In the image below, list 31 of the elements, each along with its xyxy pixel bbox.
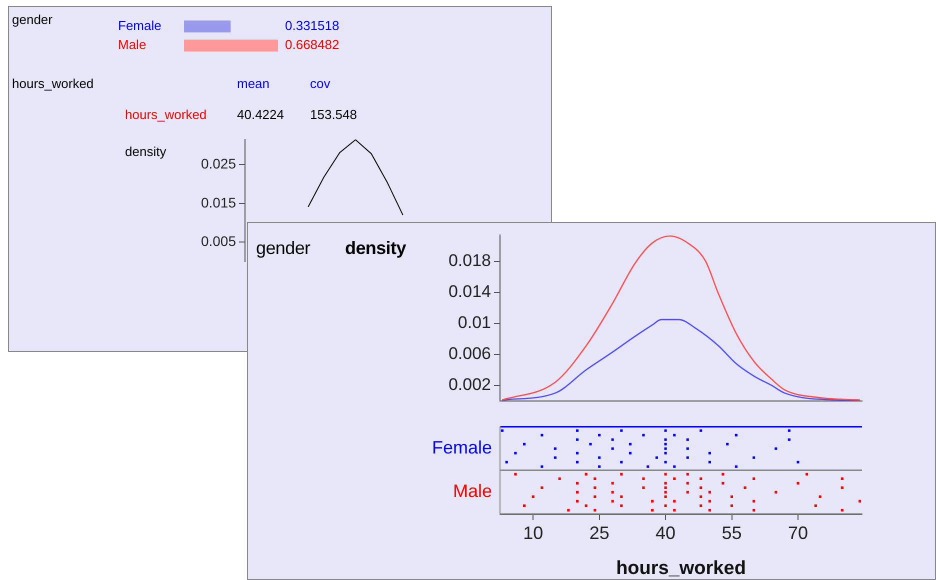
y-tick-label: 0.018 [448, 251, 491, 270]
y-tick-label: 0.014 [448, 282, 491, 302]
y-tick-label: 0.002 [448, 375, 491, 394]
text: hours_worked [12, 76, 94, 91]
x-tick-label: 55 [722, 522, 742, 543]
line-series [502, 235, 860, 401]
y-tick-label: 0.006 [448, 344, 491, 364]
y-tick-label: 0.025 [200, 155, 236, 172]
x-axis-title: hours_worked [616, 558, 746, 579]
y-axis-title: gender [12, 12, 52, 27]
text: 40.4224 [237, 107, 284, 122]
y-tick-label: Male [452, 481, 492, 502]
y-tick-label: Male [118, 37, 146, 52]
x-tick-label: 25 [589, 522, 610, 543]
text: 153.548 [310, 107, 357, 122]
data-label: 0.331518 [285, 18, 340, 33]
y-tick-label: Female [118, 18, 162, 33]
x-tick-label: 70 [788, 522, 808, 543]
x-tick-label: 10 [523, 522, 544, 543]
y-axis-title: density [125, 144, 166, 159]
annotation: gender [256, 238, 310, 259]
text: cov [310, 76, 330, 91]
text: mean [237, 76, 270, 91]
y-tick-label: 0.01 [458, 313, 491, 332]
y-axis-title: density [345, 238, 406, 259]
y-tick-label: Female [432, 438, 492, 458]
data-label: 0.668482 [285, 37, 340, 52]
text: hours_worked [125, 107, 207, 122]
y-tick-label: 0.015 [200, 194, 236, 210]
x-tick-label: 40 [656, 522, 676, 543]
y-tick-label: 0.005 [200, 233, 236, 250]
